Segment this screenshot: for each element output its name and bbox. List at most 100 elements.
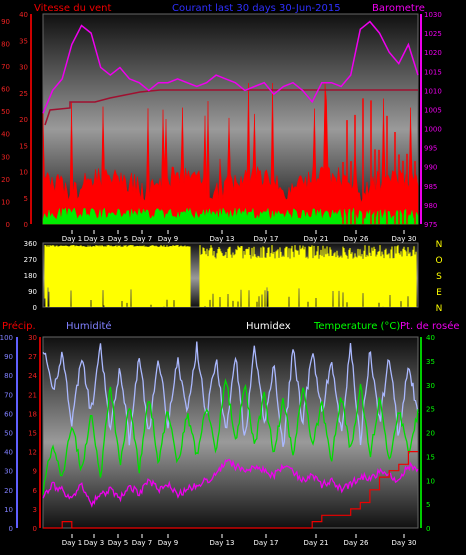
temperature-panel-xtick-label: Day 7 — [132, 539, 153, 547]
wind-panel-xtick-label: Day 5 — [108, 235, 129, 243]
direction-compass-label: N — [436, 240, 443, 250]
temperature-axis-tick: 35 — [426, 358, 435, 366]
temperature-axis-tick: 5 — [426, 501, 430, 509]
wind-panel-xtick-label: Day 26 — [344, 235, 370, 243]
barometer-axis-tick: 980 — [424, 202, 437, 210]
direction-axis-tick: 360 — [24, 240, 37, 248]
barometer-axis-tick: 1020 — [424, 49, 442, 57]
barometer-axis-tick: 1030 — [424, 11, 442, 19]
wind-panel-xtick-label: Day 21 — [304, 235, 329, 243]
wind-axis-tick: 40 — [19, 11, 28, 19]
wind-outer-axis-tick: 80 — [1, 40, 10, 48]
wind-panel-xtick-label: Day 17 — [254, 235, 279, 243]
precip-axis-tick: 0 — [33, 525, 37, 533]
barometer-axis-tick: 1005 — [424, 106, 442, 114]
barometer-axis-tick: 995 — [424, 145, 437, 153]
chart-title: Courant last 30 days 30-Jun-2015 — [172, 3, 341, 14]
humidity-line — [42, 341, 419, 447]
wind-outer-axis-tick: 50 — [1, 108, 10, 116]
precip-axis-tick: 21 — [28, 391, 37, 399]
humidity-axis-tick: 90 — [4, 353, 13, 361]
wind-outer-axis-tick: 90 — [1, 18, 10, 26]
direction-compass-label: N — [436, 304, 443, 314]
wind-axis-tick: 30 — [19, 64, 28, 72]
barometer-axis-tick: 985 — [424, 183, 437, 191]
barometer-axis-tick: 1010 — [424, 87, 442, 95]
direction-axis-tick: 180 — [24, 272, 37, 280]
precip-axis-tick: 6 — [33, 487, 38, 495]
wind-axis-tick: 0 — [24, 221, 28, 229]
barometer-label: Barometre — [372, 3, 425, 14]
wind-outer-axis-tick: 10 — [1, 198, 10, 206]
wind-outer-axis-tick: 0 — [6, 221, 10, 229]
wind-axis-tick: 10 — [19, 169, 28, 177]
wind-outer-axis-tick: 40 — [1, 131, 10, 139]
wind-direction-fill — [44, 245, 417, 307]
precip-axis-tick: 18 — [28, 410, 37, 418]
temperature-axis-tick: 25 — [426, 406, 435, 414]
wind-panel-xtick-label: Day 13 — [210, 235, 235, 243]
wind-panel-xtick-label: Day 3 — [84, 235, 105, 243]
temperature-panel-xtick-label: Day 30 — [392, 539, 417, 547]
barometer-axis-tick: 1000 — [424, 126, 442, 134]
temperature-panel-xtick-label: Day 1 — [62, 539, 83, 547]
humidity-axis-tick: 80 — [4, 372, 13, 380]
temperature-line — [42, 378, 419, 495]
temperature-axis-tick: 20 — [426, 430, 435, 438]
wind-outer-axis-tick: 20 — [1, 176, 10, 184]
temperature-label: Temperature (°C) — [314, 321, 401, 332]
wind-axis-tick: 35 — [19, 37, 28, 45]
wind-avg-area — [42, 207, 419, 225]
barometer-axis-tick: 1025 — [424, 30, 442, 38]
humidity-label: Humidité — [66, 321, 112, 332]
humidity-axis-tick: 0 — [9, 525, 13, 533]
direction-compass-label: E — [436, 288, 442, 298]
direction-compass-label: O — [435, 256, 442, 266]
direction-axis-tick: 0 — [33, 304, 37, 312]
wind-axis-tick: 15 — [19, 142, 28, 150]
wind-outer-axis-tick: 70 — [1, 63, 10, 71]
wind-gust-area — [42, 82, 419, 225]
temperature-panel-xtick-label: Day 21 — [304, 539, 329, 547]
direction-compass-label: S — [436, 272, 442, 282]
barometer-axis-tick: 975 — [424, 221, 437, 229]
precip-axis-tick: 3 — [33, 506, 37, 514]
barometer-axis-tick: 1015 — [424, 68, 442, 76]
wind-panel-xtick-label: Day 30 — [392, 235, 417, 243]
temperature-panel-xtick-label: Day 9 — [158, 539, 179, 547]
humidity-axis-tick: 30 — [4, 468, 13, 476]
temperature-axis-tick: 0 — [426, 525, 430, 533]
humidity-axis-tick: 20 — [4, 487, 13, 495]
wind-axis-tick: 20 — [19, 116, 28, 124]
rain-line — [43, 451, 418, 529]
wind-axis-tick: 25 — [19, 90, 28, 98]
precip-axis-tick: 9 — [33, 468, 37, 476]
wind-panel-xtick-label: Day 1 — [62, 235, 83, 243]
humidity-axis-tick: 50 — [4, 430, 13, 438]
dewpoint-label: Pt. de rosée — [400, 321, 460, 332]
direction-axis-tick: 90 — [28, 288, 37, 296]
wind-axis-tick: 5 — [24, 195, 28, 203]
temperature-panel-xtick-label: Day 26 — [344, 539, 370, 547]
temperature-axis-tick: 40 — [426, 334, 435, 342]
precip-label: Précip. — [2, 321, 36, 332]
wind-outer-axis-tick: 60 — [1, 86, 10, 94]
temperature-panel-xtick-label: Day 3 — [84, 539, 105, 547]
precip-axis-tick: 27 — [28, 353, 37, 361]
precip-axis-tick: 24 — [28, 372, 37, 380]
humidex-label: Humidex — [246, 321, 291, 332]
wind-panel-xtick-label: Day 7 — [132, 235, 153, 243]
wind-outer-axis-tick: 30 — [1, 153, 10, 161]
precip-axis-tick: 30 — [28, 334, 37, 342]
humidity-axis-tick: 100 — [0, 334, 13, 342]
barometer-line — [42, 20, 419, 114]
direction-axis-tick: 270 — [24, 256, 37, 264]
temperature-panel-xtick-label: Day 5 — [108, 539, 129, 547]
barometer-axis-tick: 990 — [424, 164, 437, 172]
wind-speed-label: Vitesse du vent — [34, 3, 112, 14]
wind-panel-xtick-label: Day 9 — [158, 235, 179, 243]
temperature-axis-tick: 15 — [426, 453, 435, 461]
humidity-axis-tick: 60 — [4, 410, 13, 418]
